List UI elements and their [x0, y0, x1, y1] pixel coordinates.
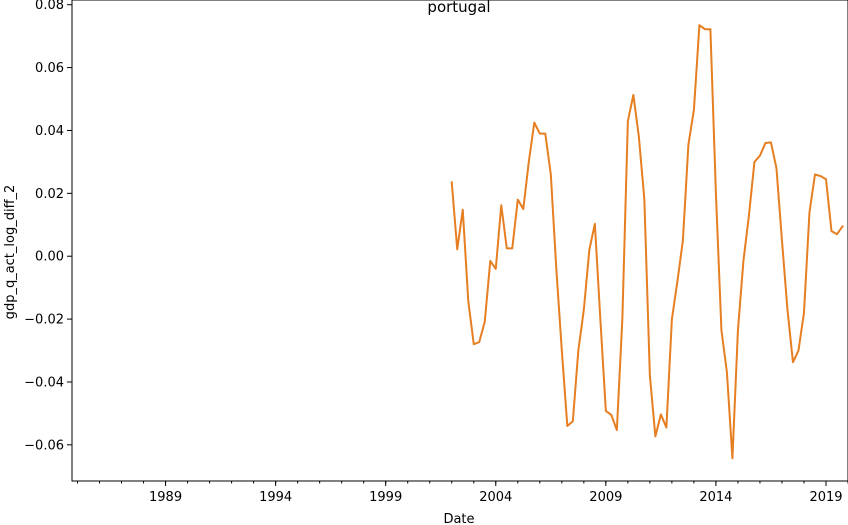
y-tick-label: 0.08	[35, 0, 64, 13]
y-tick-label: 0.00	[35, 250, 64, 265]
plot-area	[71, 0, 848, 482]
y-tick-label: −0.06	[24, 438, 64, 453]
x-tick-label: 2004	[479, 490, 512, 505]
x-tick-label: 2009	[589, 490, 622, 505]
x-tick-label: 1989	[149, 490, 182, 505]
y-axis: −0.06 −0.04 −0.02 0.00 0.02 0.04 0.06 0.08	[24, 0, 72, 453]
y-tick-label: −0.04	[24, 375, 64, 390]
y-tick-label: −0.02	[24, 313, 64, 328]
y-tick-label: 0.04	[35, 124, 64, 139]
x-tick-label: 1994	[259, 490, 292, 505]
y-tick-label: 0.06	[35, 61, 64, 76]
x-tick-label: 2014	[699, 490, 732, 505]
series-line-0	[450, 24, 844, 460]
y-axis-title: gdp_q_act_log_diff_2	[3, 185, 18, 320]
x-axis-title: Date	[443, 512, 474, 525]
chart-title: portugal	[427, 0, 490, 16]
x-tick-label: 1999	[369, 490, 402, 505]
x-tick-label: 2019	[809, 490, 842, 505]
x-axis: 1989 1994 1999 2004 2009 2014 2019	[77, 481, 848, 505]
series-layer	[450, 24, 844, 460]
y-tick-label: 0.02	[35, 187, 64, 202]
